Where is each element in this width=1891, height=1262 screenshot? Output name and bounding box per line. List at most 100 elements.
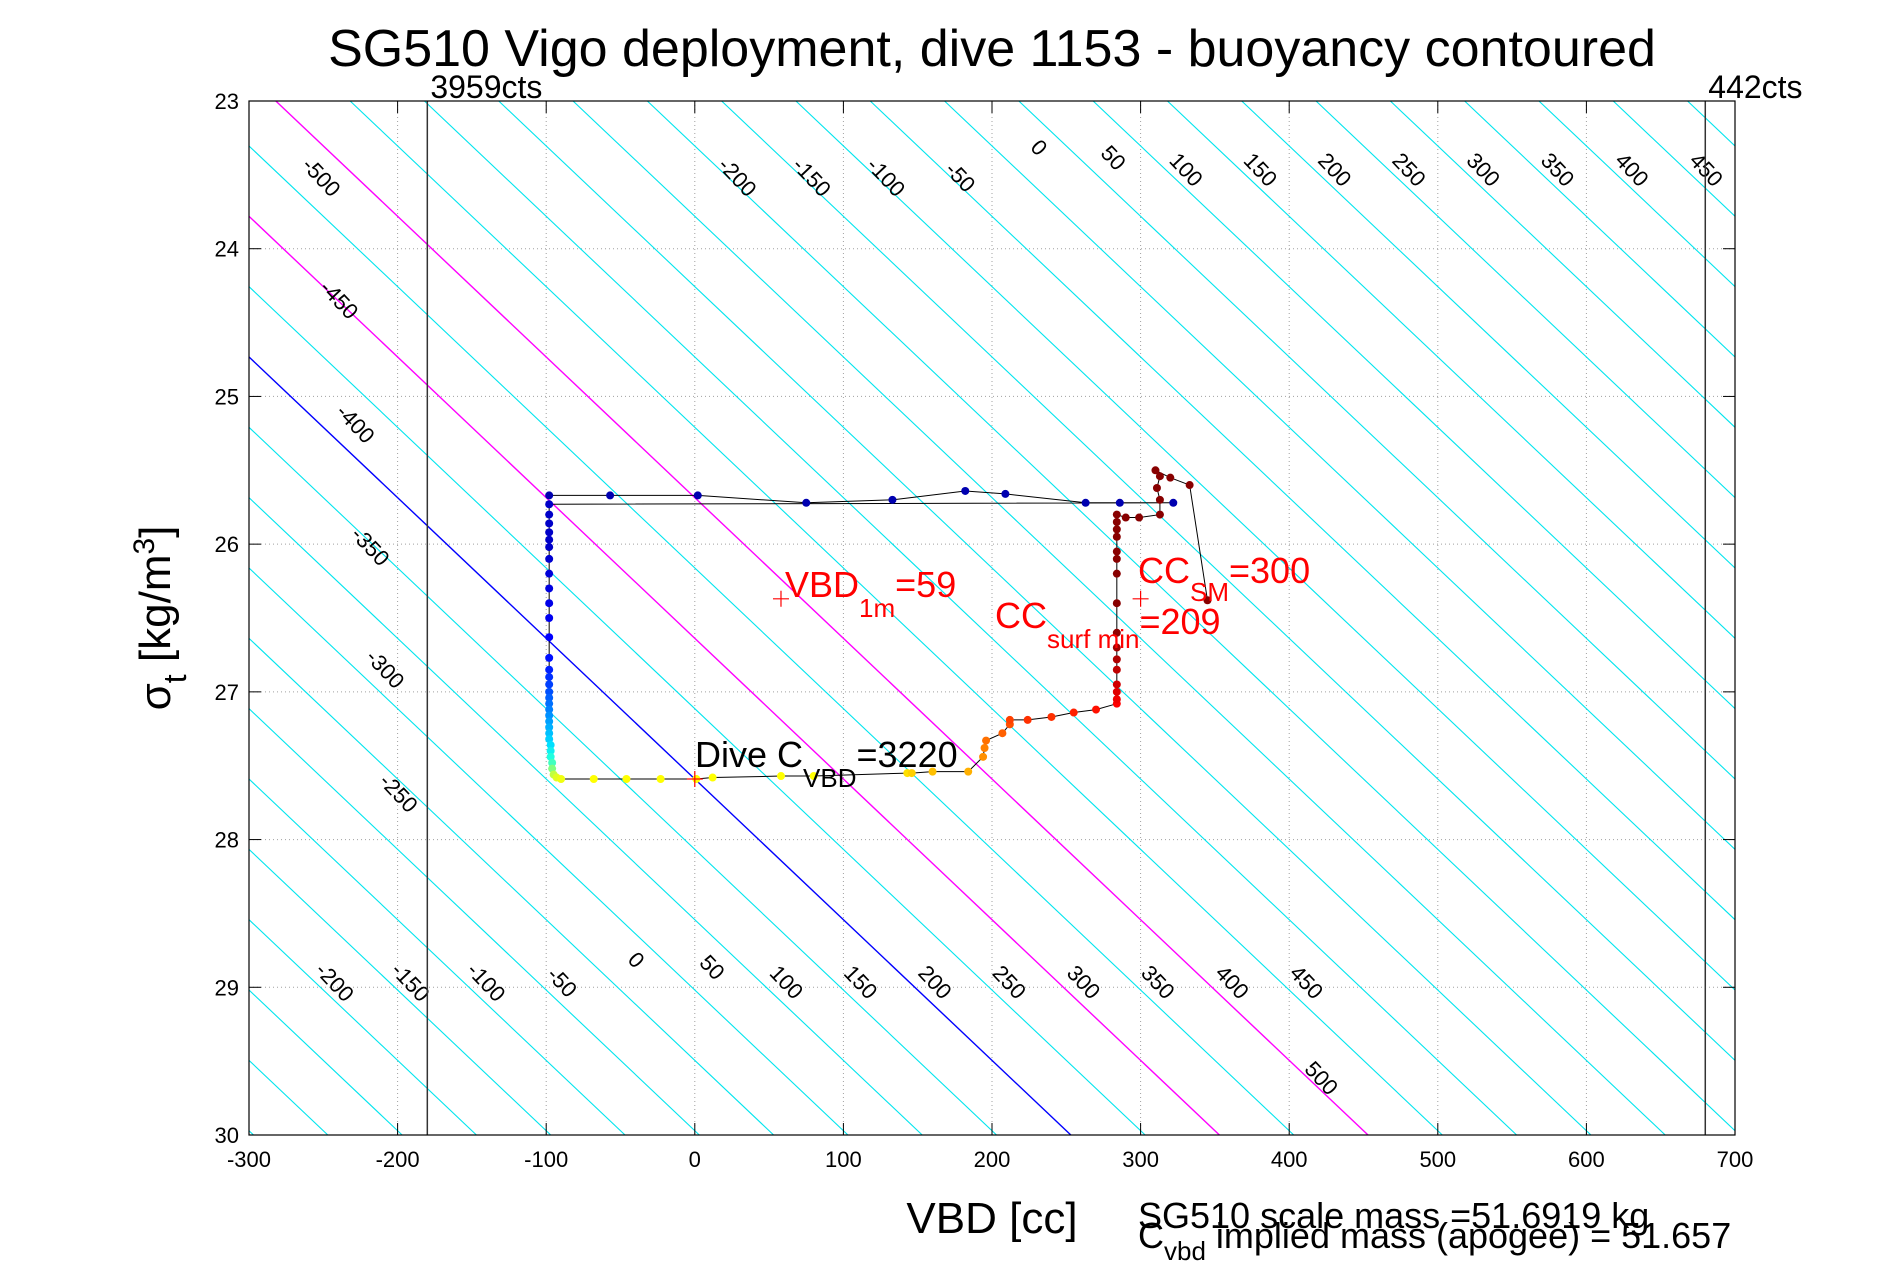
x-tick-label: -200	[376, 1147, 420, 1172]
track-point	[545, 693, 554, 702]
contour-label: 0	[1026, 135, 1053, 161]
track-point	[548, 758, 557, 767]
cc-surf-min-annotation: CCsurf min=209	[995, 595, 1221, 654]
contour-label: 350	[1536, 148, 1579, 192]
track-point	[1112, 680, 1121, 689]
track-point	[545, 633, 554, 642]
track-point	[1112, 655, 1121, 664]
contour-line	[646, 101, 1735, 1132]
track-point	[545, 500, 554, 509]
x-axis-label: VBD [cc]	[906, 1194, 1077, 1243]
track-point	[809, 772, 818, 781]
track-point	[545, 510, 554, 519]
contour-line	[1538, 101, 1735, 288]
track-point	[545, 717, 554, 726]
y-tick-label: 25	[215, 384, 239, 409]
track-point	[1069, 708, 1078, 717]
track-point	[1185, 481, 1194, 490]
track-point	[998, 729, 1007, 738]
x-tick-label: 400	[1271, 1147, 1308, 1172]
track-point	[557, 775, 566, 784]
contour-label: 0	[623, 947, 650, 973]
track-point	[1112, 517, 1121, 526]
y-tick-label: 26	[215, 532, 239, 557]
axis-ticks: -300 -200 -100 0 100 200 300 400 500 600 700232425…	[215, 89, 1754, 1172]
contour-line	[275, 101, 1369, 1135]
contour-line	[249, 356, 1072, 1135]
track-point	[907, 769, 916, 778]
contour-label: -50	[940, 157, 980, 197]
contour-line	[249, 496, 923, 1135]
markers	[686, 590, 1149, 788]
contour-line	[795, 101, 1735, 991]
track-point	[1112, 695, 1121, 704]
track-point	[1112, 628, 1121, 637]
track-point	[1166, 473, 1175, 482]
x-tick-label: 600	[1568, 1147, 1605, 1172]
contour-line	[1092, 101, 1735, 710]
contour-label: 450	[1285, 960, 1328, 1004]
contour-label: -350	[346, 522, 394, 571]
track-point	[980, 743, 989, 752]
track-point	[1112, 665, 1121, 674]
track-point	[606, 491, 615, 500]
scale-mass-note: SG510 scale mass =51.6919 kg	[1138, 1195, 1649, 1236]
track-point	[1112, 687, 1121, 696]
contour-line	[1464, 101, 1735, 358]
vbd-limit-label: 3959cts	[430, 69, 542, 105]
track-point	[1155, 495, 1164, 504]
contour-line	[572, 101, 1666, 1135]
track-point	[1081, 498, 1090, 507]
contour-label: -150	[787, 152, 835, 201]
buoyancy-contours	[249, 101, 1891, 1135]
contour-label: -300	[361, 644, 409, 693]
track-point	[545, 543, 554, 552]
contour-line	[249, 707, 700, 1135]
contour-line	[498, 101, 1592, 1135]
contour-line	[249, 778, 626, 1135]
contour-label: 250	[1387, 148, 1430, 192]
contour-label: 50	[1096, 140, 1131, 175]
contour-label: 300	[1062, 960, 1105, 1004]
contour-line	[424, 101, 1518, 1135]
contour-line	[721, 101, 1735, 1062]
contour-label: 100	[1164, 148, 1207, 192]
y-tick-label: 24	[215, 237, 239, 262]
x-tick-label: 0	[689, 1147, 701, 1172]
contour-label: 450	[1685, 148, 1728, 192]
vbd-limit-lines: 3959cts 442cts	[426, 69, 1803, 1135]
track-point	[1112, 532, 1121, 541]
contour-label: 350	[1136, 960, 1179, 1004]
track-point	[545, 599, 554, 608]
track-point	[622, 775, 631, 784]
contour-line	[249, 426, 997, 1135]
track-point	[1112, 643, 1121, 652]
contour-line	[249, 285, 1146, 1135]
track-point	[545, 680, 554, 689]
contour-label: -250	[374, 768, 422, 817]
x-tick-label: -100	[524, 1147, 568, 1172]
track-point	[545, 569, 554, 578]
contour-label: 400	[1610, 148, 1653, 192]
contour-label: -200	[713, 152, 761, 201]
x-tick-label: 200	[974, 1147, 1011, 1172]
contour-line	[1018, 101, 1735, 780]
dive-cvbd-annotation: Dive CVBD=3220	[695, 734, 958, 793]
track-point	[545, 723, 554, 732]
contour-label: -100	[462, 958, 510, 1007]
plus-marker	[686, 771, 703, 788]
contour-line	[349, 101, 1443, 1135]
track-point	[545, 491, 554, 500]
track-point	[802, 498, 811, 507]
track-point	[545, 528, 554, 537]
track-point	[545, 554, 554, 563]
contour-label: 400	[1211, 960, 1254, 1004]
contour-line	[1389, 101, 1735, 429]
contour-line	[1836, 101, 1891, 1135]
contour-line	[249, 918, 477, 1135]
track-point	[545, 687, 554, 696]
track-point	[1005, 715, 1014, 724]
x-tick-label: 100	[825, 1147, 862, 1172]
track-point	[964, 767, 973, 776]
track-point	[693, 491, 702, 500]
